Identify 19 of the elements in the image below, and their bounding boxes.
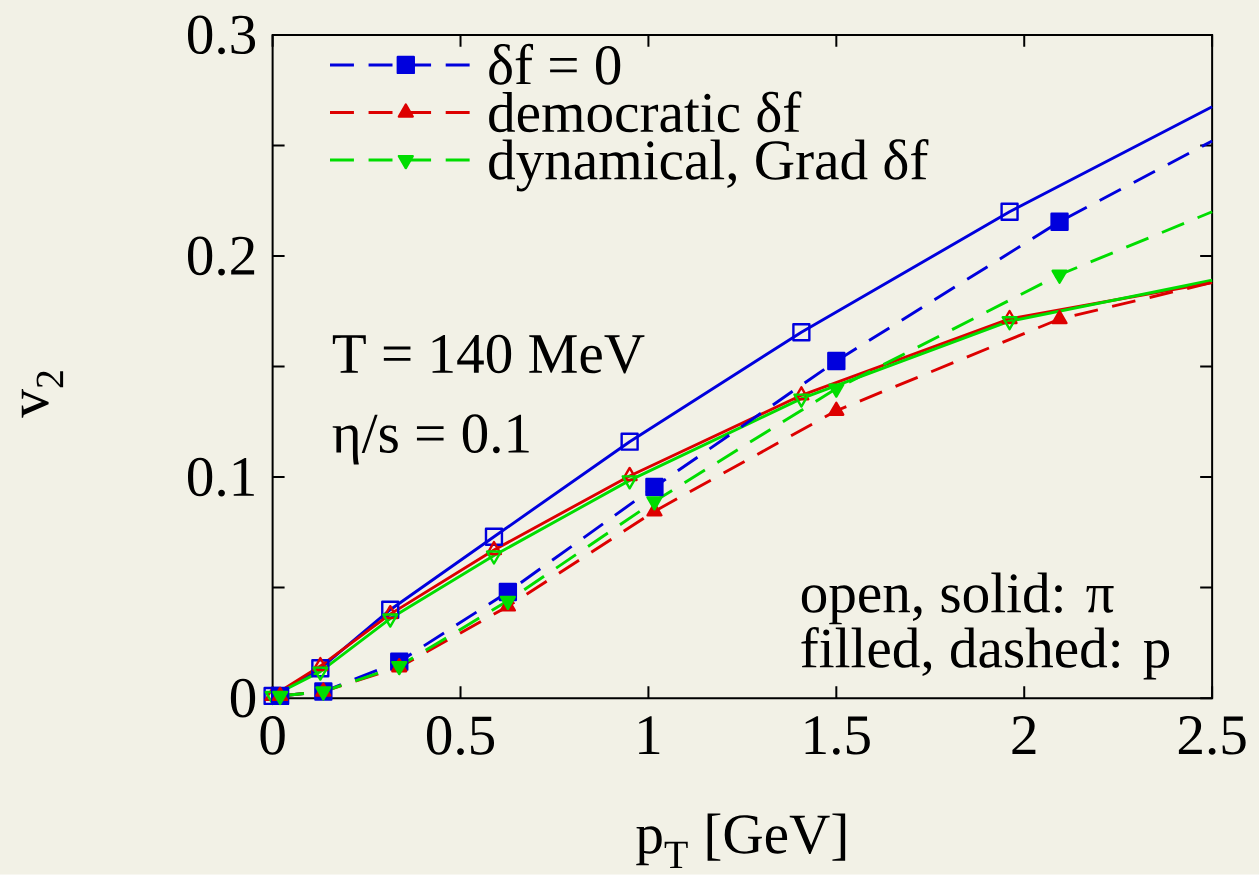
y-axis-title: v$_{2}$ [21,371,64,418]
x-tick-label: 2 [1012,716,1036,755]
y-tick-label: 0.3 [187,15,256,55]
x-tick-label: 0.5 [426,716,495,756]
y-tick-label: 0.1 [187,457,254,497]
x-axis-title: p$_{T}$ [GeV] [636,813,846,869]
legend-label: δf = 0 [489,43,621,85]
x-tick-label: 0 [260,716,285,755]
annotation: T = 140 MeV [332,334,645,374]
x-tick-label: 2.5 [1178,716,1246,755]
x-tick-label: 1.5 [805,716,870,755]
annotation: filled, dashed: p [801,627,1170,680]
legend-label: dynamical, Grad δf [489,139,929,192]
annotation: η/s = 0.1 [332,414,529,465]
x-tick-label: 1 [639,716,660,755]
y-tick-label: 0.2 [187,236,255,276]
legend-label: democratic δf [489,91,802,133]
annotation: open, solid: π [801,572,1114,625]
y-tick-label: 0 [230,678,256,718]
